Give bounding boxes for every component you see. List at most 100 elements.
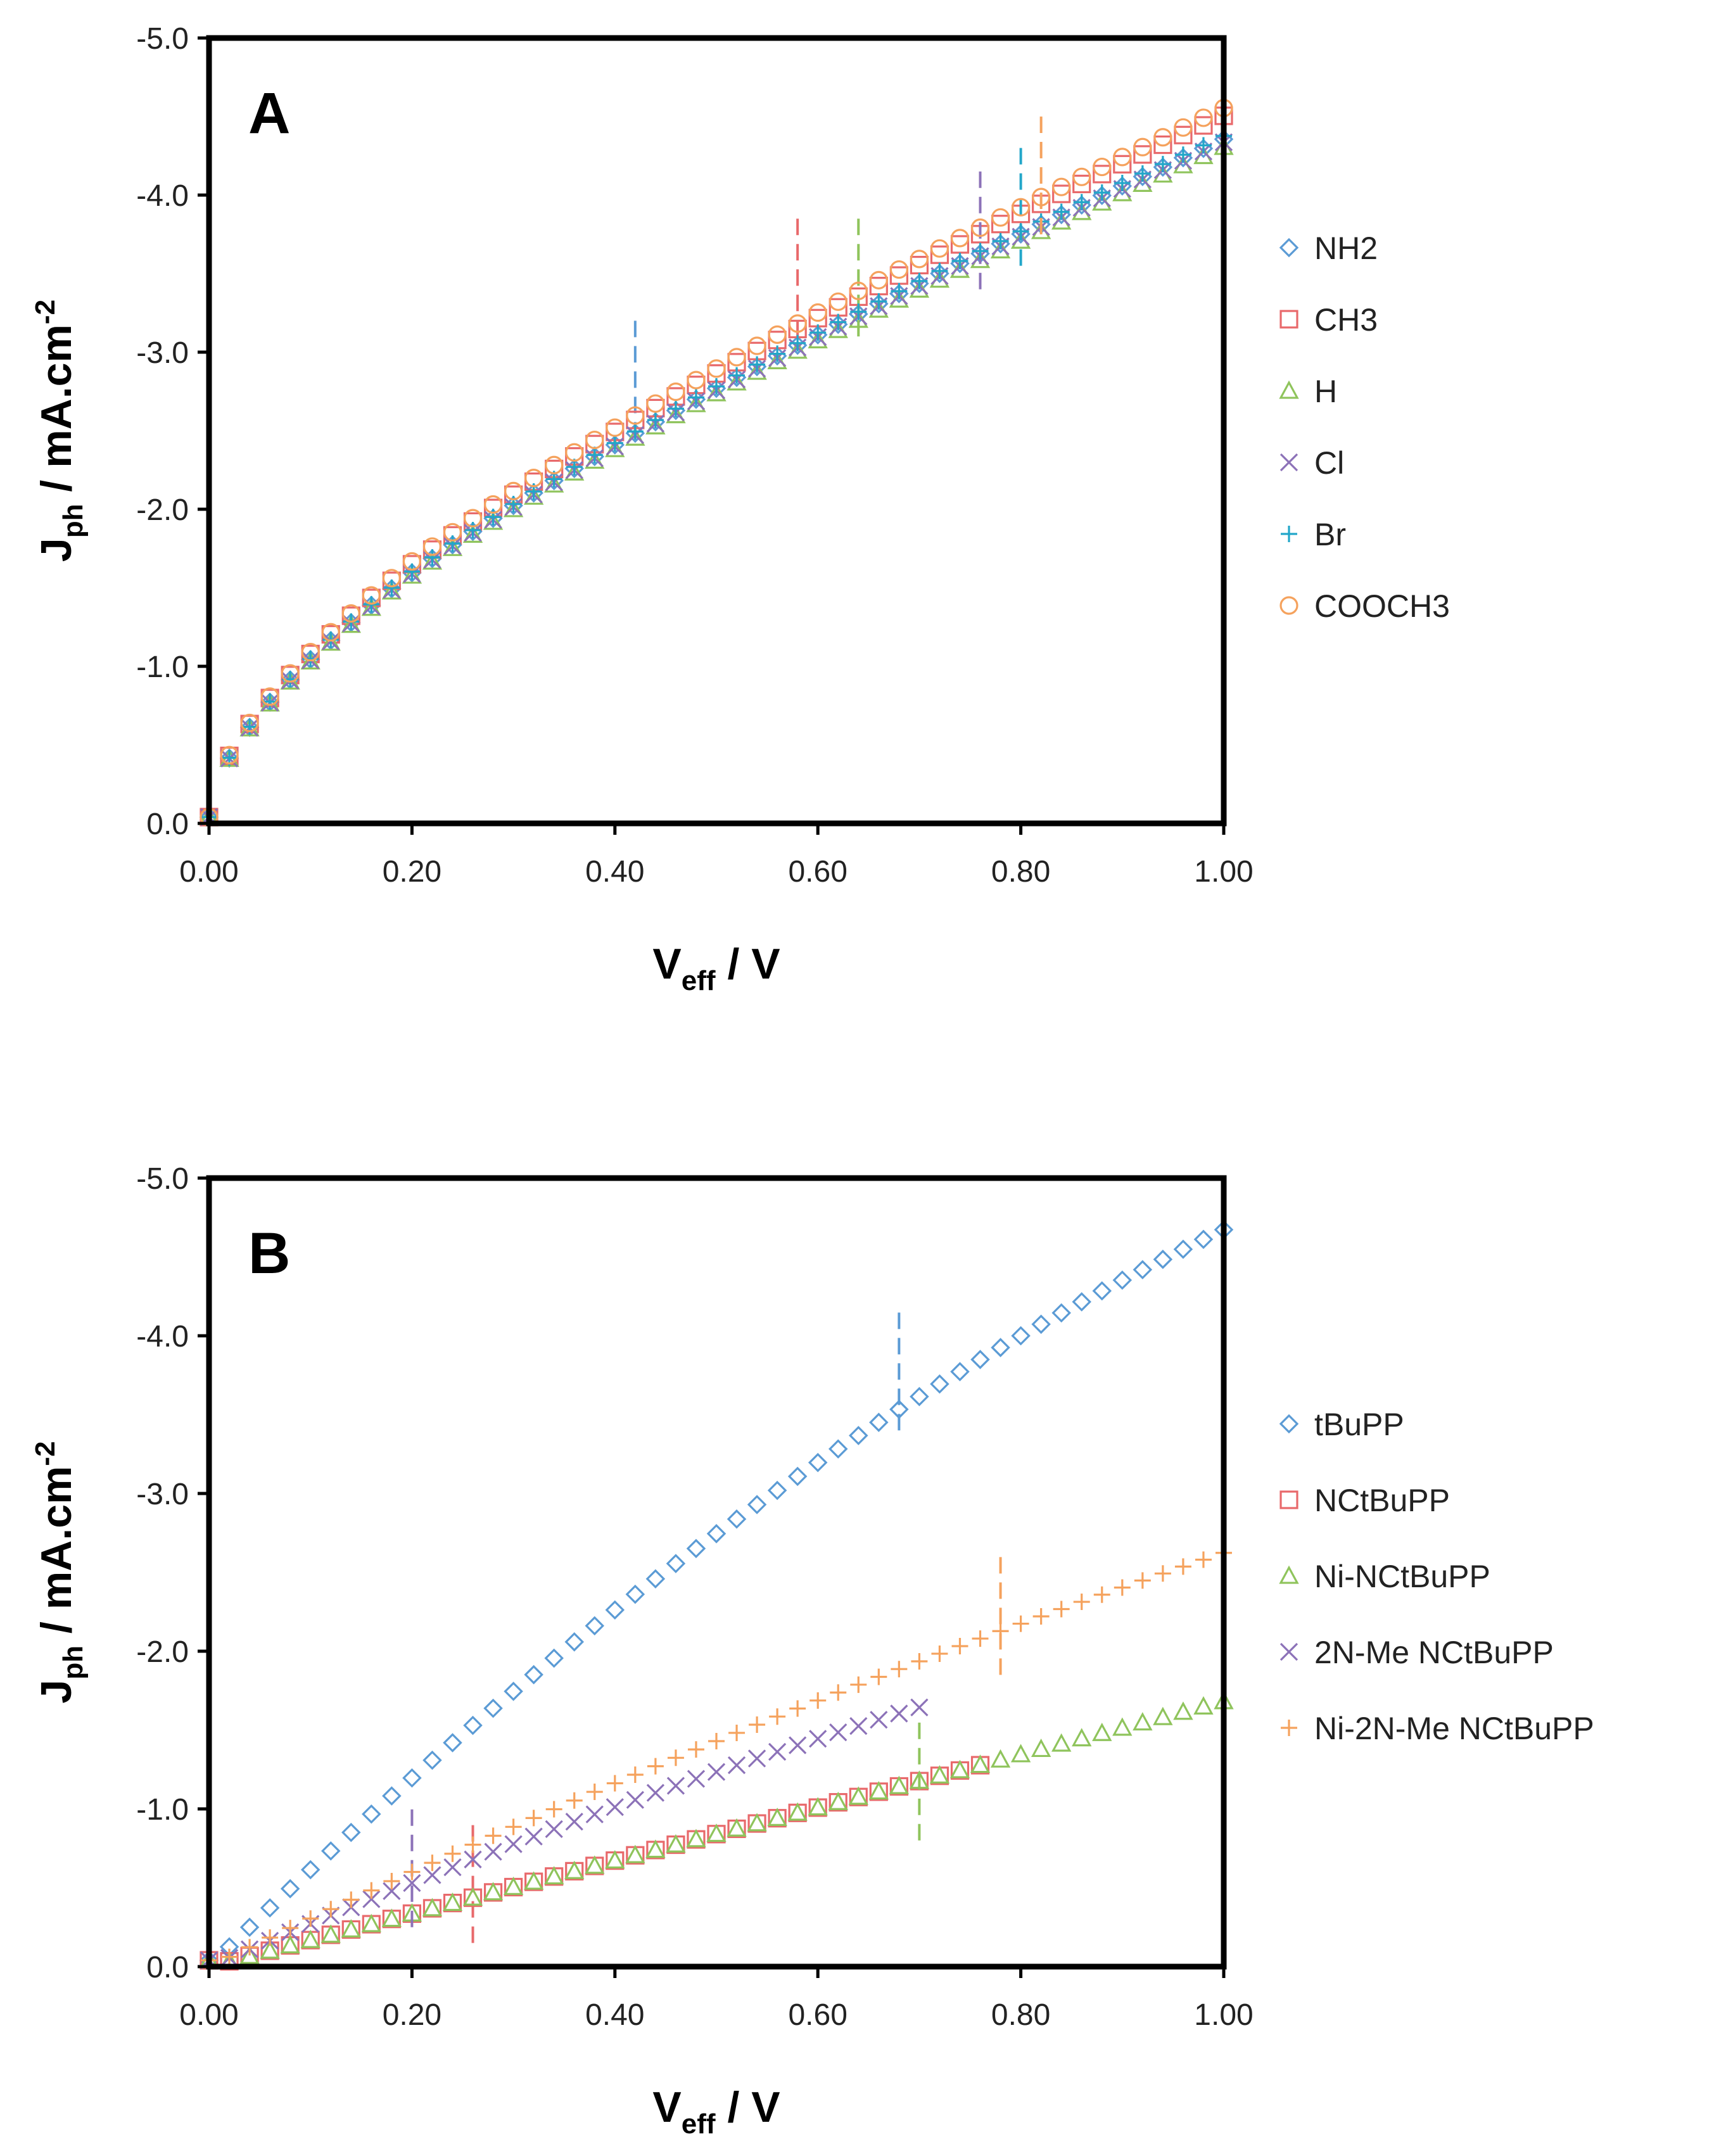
data-point bbox=[241, 1919, 258, 1936]
legend-marker-icon bbox=[1281, 1416, 1297, 1432]
data-point bbox=[343, 1921, 359, 1937]
data-point bbox=[526, 1810, 542, 1826]
data-point bbox=[424, 1900, 440, 1917]
chart-panel-a: 0.00 0.20 0.40 0.60 0.80 1.000.0-1.0-2.0-3.0-… bbox=[30, 22, 1450, 996]
data-point bbox=[668, 1556, 684, 1572]
legend: NH2CH3HClBrCOOCH3 bbox=[1281, 231, 1450, 624]
data-point bbox=[911, 1699, 927, 1716]
data-point bbox=[322, 1842, 339, 1859]
panel-label: B bbox=[248, 1221, 290, 1286]
x-axis-title: Veff / V bbox=[652, 940, 780, 996]
data-point bbox=[647, 1785, 664, 1801]
data-point bbox=[668, 384, 684, 400]
y-axis-title: Jph / mA.cm-2 bbox=[30, 1441, 89, 1703]
y-tick-label: -4.0 bbox=[136, 179, 189, 213]
data-point bbox=[1094, 1587, 1110, 1603]
data-point bbox=[870, 1668, 887, 1685]
data-point bbox=[607, 1852, 623, 1867]
legend-marker-icon bbox=[1281, 454, 1297, 471]
legend-marker-icon bbox=[1281, 1492, 1297, 1508]
data-point bbox=[383, 1787, 400, 1804]
data-point bbox=[1033, 1316, 1050, 1333]
data-point bbox=[627, 1847, 644, 1862]
data-point bbox=[911, 251, 927, 267]
data-point bbox=[383, 1873, 400, 1889]
data-point bbox=[607, 419, 623, 436]
x-tick-label: 0.00 bbox=[179, 1998, 238, 2032]
legend-marker-icon bbox=[1281, 597, 1297, 614]
data-point bbox=[728, 1725, 745, 1741]
series-h bbox=[201, 139, 1232, 824]
x-tick-label: 1.00 bbox=[1194, 1998, 1253, 2032]
data-point bbox=[972, 1630, 989, 1647]
x-tick-label: 0.40 bbox=[585, 1998, 644, 2032]
data-point bbox=[850, 1677, 867, 1693]
data-point bbox=[424, 1900, 440, 1915]
series-ch3 bbox=[201, 108, 1232, 825]
legend: tBuPPNCtBuPPNi-NCtBuPP2N-Me NCtBuPPNi-2N… bbox=[1281, 1407, 1594, 1746]
data-point bbox=[1155, 1565, 1171, 1582]
data-point bbox=[566, 1863, 583, 1879]
data-point bbox=[282, 1937, 298, 1954]
data-point bbox=[505, 1818, 522, 1835]
data-point bbox=[647, 1842, 664, 1857]
data-point bbox=[769, 1810, 785, 1825]
data-point bbox=[870, 1783, 887, 1798]
data-point bbox=[587, 1858, 603, 1874]
data-point bbox=[1175, 1558, 1191, 1575]
data-point bbox=[587, 1784, 603, 1800]
data-point bbox=[302, 1932, 319, 1948]
data-point bbox=[627, 1586, 644, 1602]
x-axis-title: Veff / V bbox=[652, 2083, 780, 2140]
legend-marker-icon bbox=[1281, 1644, 1297, 1660]
data-point bbox=[951, 230, 968, 246]
data-point bbox=[1053, 179, 1070, 195]
data-point bbox=[566, 1633, 583, 1650]
data-point bbox=[931, 240, 948, 257]
x-tick-label: 0.80 bbox=[991, 855, 1050, 889]
data-point bbox=[728, 349, 745, 365]
data-point bbox=[1114, 1720, 1131, 1735]
legend-marker-icon bbox=[1281, 1720, 1297, 1736]
data-point bbox=[769, 1482, 785, 1499]
data-point bbox=[891, 1661, 907, 1677]
data-point bbox=[1053, 1601, 1070, 1617]
data-point bbox=[485, 1827, 502, 1844]
data-point bbox=[403, 1770, 420, 1786]
legend-marker-icon bbox=[1281, 239, 1297, 256]
data-point bbox=[526, 1666, 542, 1683]
data-point bbox=[647, 395, 664, 412]
data-point bbox=[931, 1646, 948, 1662]
data-point bbox=[485, 1700, 502, 1716]
data-point bbox=[708, 1826, 725, 1842]
data-point bbox=[870, 1711, 887, 1728]
data-point bbox=[444, 1894, 460, 1910]
data-point bbox=[647, 1758, 664, 1775]
data-point bbox=[607, 1602, 623, 1618]
y-tick-label: -5.0 bbox=[136, 1162, 189, 1196]
data-point bbox=[972, 1757, 989, 1772]
data-point bbox=[688, 1831, 704, 1848]
data-point bbox=[1094, 1283, 1110, 1299]
data-point bbox=[505, 1879, 522, 1895]
data-point bbox=[1134, 1572, 1151, 1588]
data-point bbox=[749, 1750, 765, 1766]
data-point bbox=[1074, 1594, 1090, 1610]
data-point bbox=[830, 293, 846, 310]
legend-label: 2N-Me NCtBuPP bbox=[1314, 1635, 1554, 1670]
legend-marker-icon bbox=[1281, 526, 1297, 542]
data-point bbox=[546, 457, 562, 473]
panel-label: A bbox=[248, 81, 290, 146]
data-point bbox=[607, 1853, 623, 1869]
data-point bbox=[688, 1831, 704, 1846]
data-point bbox=[1134, 1262, 1151, 1278]
data-point bbox=[809, 1730, 826, 1747]
data-point bbox=[769, 1744, 785, 1760]
y-tick-label: -5.0 bbox=[136, 22, 189, 56]
data-point bbox=[668, 1749, 684, 1766]
legend-label: NH2 bbox=[1314, 231, 1378, 266]
data-point bbox=[526, 1829, 542, 1845]
figure: 0.00 0.20 0.40 0.60 0.80 1.000.0-1.0-2.0-3.0-… bbox=[0, 0, 1714, 2156]
data-point bbox=[546, 1868, 562, 1884]
data-point bbox=[546, 1821, 562, 1837]
